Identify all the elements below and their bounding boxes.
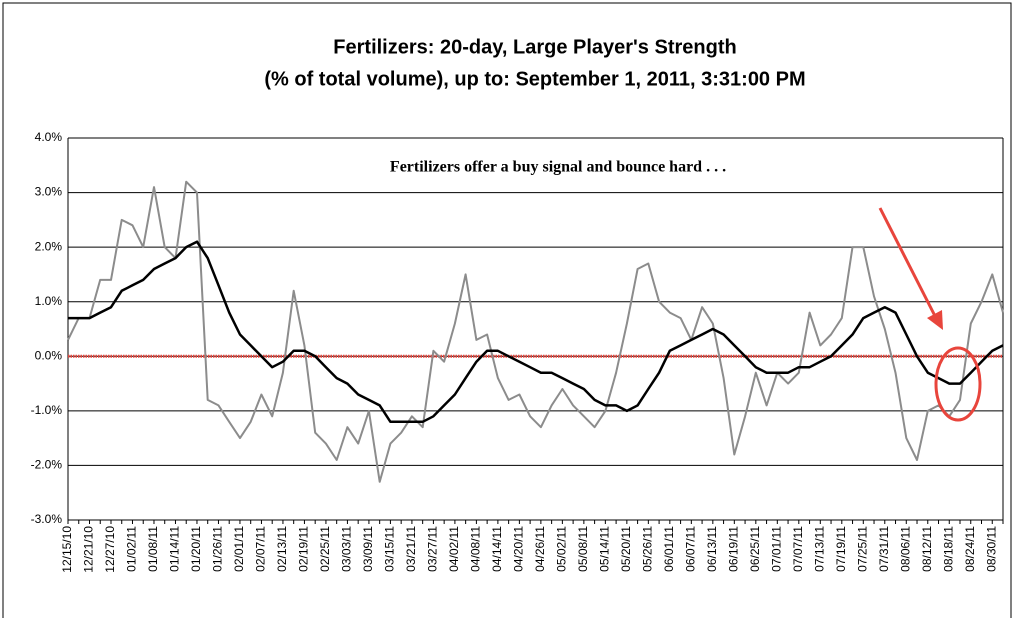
y-tick-label: 1.0%	[35, 294, 63, 308]
y-tick-label: -2.0%	[31, 458, 63, 472]
x-tick-label: 06/13/11	[705, 526, 719, 572]
x-tick-label: 08/18/11	[941, 526, 955, 572]
x-tick-label: 04/14/11	[490, 526, 504, 572]
x-tick-label: 05/26/11	[641, 526, 655, 572]
arrow-shaft	[878, 207, 938, 319]
x-tick-label: 05/08/11	[576, 526, 590, 572]
x-tick-label: 04/02/11	[447, 526, 461, 572]
y-tick-label: -3.0%	[31, 512, 63, 526]
x-tick-label: 03/21/11	[404, 526, 418, 572]
x-tick-label: 08/12/11	[920, 526, 934, 572]
chart-subtitle: (% of total volume), up to: September 1,…	[264, 68, 805, 90]
x-tick-label: 12/21/10	[82, 526, 96, 573]
x-tick-label: 06/19/11	[726, 526, 740, 572]
data-line	[68, 240, 1004, 424]
x-tick-label: 12/27/10	[103, 526, 117, 573]
x-tick-label: 06/07/11	[684, 526, 698, 572]
x-tick-label: 03/03/11	[340, 526, 354, 572]
y-tick-label: 2.0%	[35, 239, 63, 253]
x-tick-label: 05/02/11	[555, 526, 569, 572]
x-tick-label: 12/15/10	[60, 526, 74, 573]
x-tick-label: 02/25/11	[318, 526, 332, 572]
x-tick-label: 02/13/11	[275, 526, 289, 572]
x-tick-label: 03/15/11	[383, 526, 397, 572]
x-tick-label: 04/26/11	[533, 526, 547, 572]
x-tick-label: 03/09/11	[361, 526, 375, 572]
x-tick-label: 04/20/11	[512, 526, 526, 572]
x-tick-label: 04/08/11	[469, 526, 483, 572]
highlight-circle	[934, 346, 982, 422]
x-tick-label: 05/20/11	[619, 526, 633, 572]
x-tick-label: 02/07/11	[254, 526, 268, 572]
x-tick-label: 07/25/11	[855, 526, 869, 572]
x-tick-label: 01/02/11	[125, 526, 139, 572]
x-tick-label: 02/19/11	[297, 526, 311, 572]
x-tick-label: 06/01/11	[662, 526, 676, 572]
x-tick-label: 07/01/11	[769, 526, 783, 572]
x-tick-label: 05/14/11	[598, 526, 612, 572]
x-tick-label: 07/19/11	[834, 526, 848, 572]
y-tick-label: 0.0%	[35, 348, 63, 362]
chart-title: Fertilizers: 20-day, Large Player's Stre…	[333, 36, 736, 58]
x-tick-label: 07/13/11	[812, 526, 826, 572]
x-tick-label: 03/27/11	[426, 526, 440, 572]
x-tick-label: 07/07/11	[791, 526, 805, 572]
data-line	[67, 180, 1004, 483]
x-tick-label: 08/24/11	[963, 526, 977, 572]
y-tick-label: 4.0%	[35, 130, 63, 144]
x-tick-label: 01/14/11	[168, 526, 182, 572]
y-tick-label: 3.0%	[35, 185, 63, 199]
x-tick-label: 06/25/11	[748, 526, 762, 572]
y-tick-label: -1.0%	[31, 403, 63, 417]
annotation: Fertilizers offer a buy signal and bounc…	[390, 159, 726, 176]
x-tick-label: 02/01/11	[232, 526, 246, 572]
x-tick-label: 01/20/11	[189, 526, 203, 572]
x-tick-label: 08/30/11	[984, 526, 998, 572]
x-tick-label: 08/06/11	[898, 526, 912, 572]
x-tick-label: 07/31/11	[877, 526, 891, 572]
x-tick-label: 01/08/11	[146, 526, 160, 572]
x-tick-label: 01/26/11	[211, 526, 225, 572]
arrow-head	[927, 310, 943, 330]
